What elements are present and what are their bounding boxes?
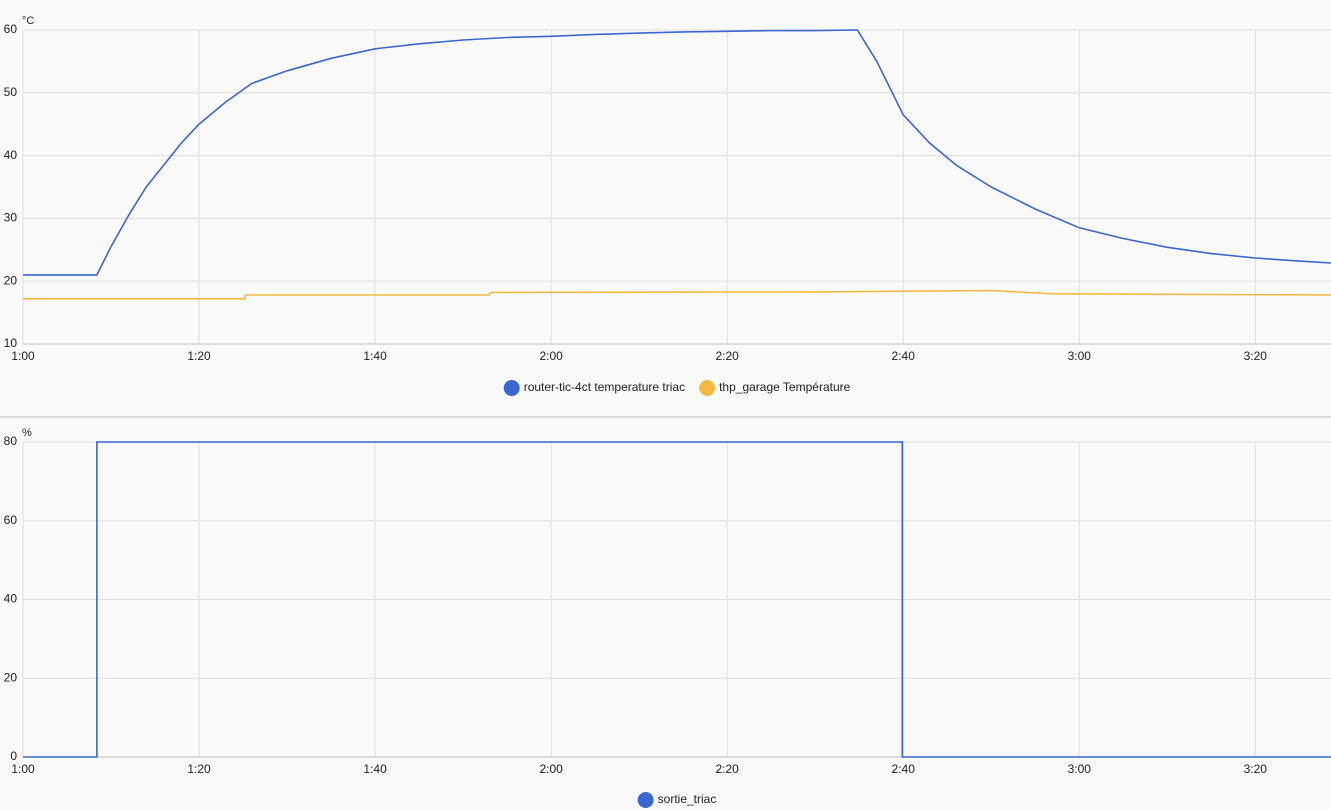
y-tick-label: 20 [4,273,18,287]
x-tick-label: 1:20 [187,762,211,776]
x-tick-label: 1:00 [11,762,35,776]
y-tick-label: 60 [4,513,18,527]
x-tick-label: 3:20 [1244,349,1268,363]
legend-label: router-tic-4ct temperature triac [524,380,685,394]
series-line [23,29,1331,276]
x-tick-label: 1:20 [187,349,211,363]
x-tick-label: 2:20 [715,349,739,363]
x-tick-label: 2:00 [539,762,563,776]
x-tick-label: 2:20 [715,762,739,776]
legend-label: thp_garage Température [719,380,851,394]
x-tick-label: 2:40 [892,762,916,776]
y-tick-label: 40 [4,148,18,162]
x-tick-label: 1:40 [363,762,387,776]
x-tick-label: 2:40 [892,349,916,363]
y-tick-label: 10 [4,336,18,350]
x-tick-label: 2:00 [539,349,563,363]
y-tick-label: 20 [4,670,18,684]
y-tick-label: 40 [4,592,18,606]
x-tick-label: 3:00 [1068,762,1092,776]
x-tick-label: 3:00 [1068,349,1092,363]
x-tick-label: 1:00 [11,349,35,363]
y-tick-label: 80 [4,434,18,448]
legend-label: sortie_triac [658,792,717,806]
y-tick-label: 60 [4,22,18,36]
legend-marker [637,792,654,808]
y-unit: °C [22,15,34,27]
x-tick-label: 3:20 [1244,762,1268,776]
series-line [23,441,1331,758]
y-tick-label: 30 [4,211,18,225]
x-tick-label: 1:40 [363,349,387,363]
series-line [23,289,1331,300]
legend-marker [699,380,716,396]
y-unit: % [22,427,32,439]
y-tick-label: 0 [10,749,17,763]
y-tick-label: 50 [4,85,18,99]
legend-marker [503,380,520,396]
